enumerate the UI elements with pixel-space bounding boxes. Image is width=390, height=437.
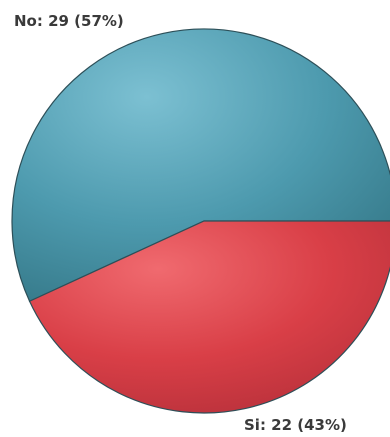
slice-label-si: Si: 22 (43%) [244, 416, 347, 434]
pie-slice-no [11, 28, 390, 303]
pie-slices [11, 28, 390, 414]
slice-label-no: No: 29 (57%) [14, 12, 124, 30]
pie-slice-si [28, 220, 390, 414]
